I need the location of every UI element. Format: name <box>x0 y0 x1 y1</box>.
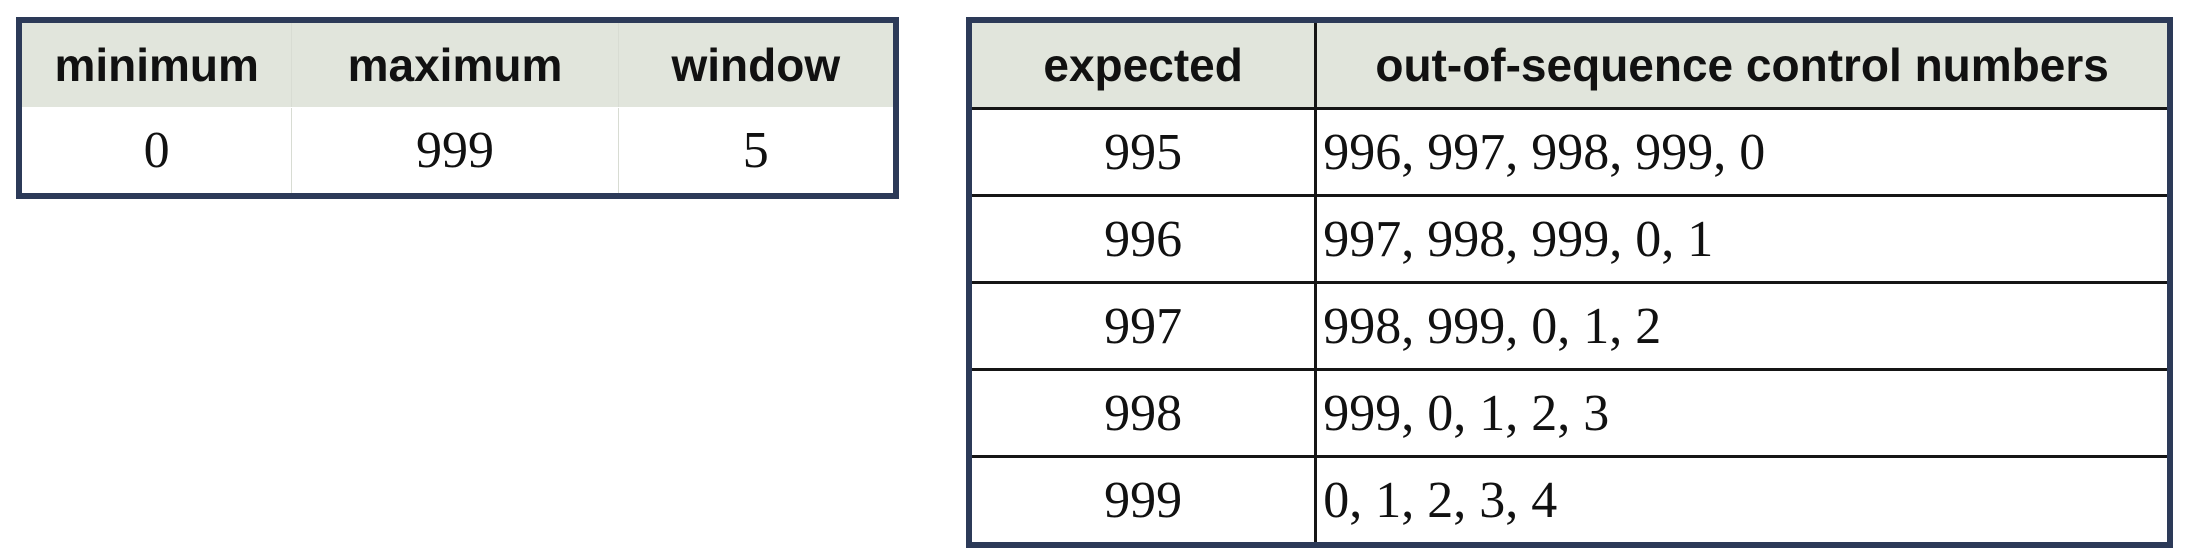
parameters-header-row: minimum maximum window <box>18 19 897 108</box>
window-value: 5 <box>617 107 897 197</box>
control-numbers-cell: 998, 999, 0, 1, 2 <box>1314 281 2170 371</box>
header-expected: expected <box>969 20 1318 110</box>
sequence-header-row: expected out-of-sequence control numbers <box>969 20 2170 110</box>
expected-cell: 998 <box>969 368 1318 458</box>
control-numbers-cell: 0, 1, 2, 3, 4 <box>1314 455 2170 545</box>
header-minimum: minimum <box>18 19 293 108</box>
expected-cell: 997 <box>969 281 1318 371</box>
expected-cell: 999 <box>969 455 1318 545</box>
control-numbers-cell: 996, 997, 998, 999, 0 <box>1314 107 2170 197</box>
parameters-table: minimum maximum window 0 999 5 <box>16 17 899 199</box>
table-row: 997 998, 999, 0, 1, 2 <box>969 281 2170 371</box>
table-row: 998 999, 0, 1, 2, 3 <box>969 368 2170 458</box>
maximum-value: 999 <box>291 107 619 197</box>
minimum-value: 0 <box>18 107 293 197</box>
table-row: 999 0, 1, 2, 3, 4 <box>969 455 2170 545</box>
table-row: 996 997, 998, 999, 0, 1 <box>969 194 2170 284</box>
table-row: 995 996, 997, 998, 999, 0 <box>969 107 2170 197</box>
control-numbers-cell: 999, 0, 1, 2, 3 <box>1314 368 2170 458</box>
parameters-value-row: 0 999 5 <box>18 107 897 197</box>
expected-cell: 995 <box>969 107 1318 197</box>
expected-cell: 996 <box>969 194 1318 284</box>
control-numbers-cell: 997, 998, 999, 0, 1 <box>1314 194 2170 284</box>
header-maximum: maximum <box>291 19 619 108</box>
header-out-of-sequence-control-numbers: out-of-sequence control numbers <box>1314 20 2170 110</box>
header-window: window <box>617 19 897 108</box>
out-of-sequence-table: expected out-of-sequence control numbers… <box>966 17 2173 548</box>
